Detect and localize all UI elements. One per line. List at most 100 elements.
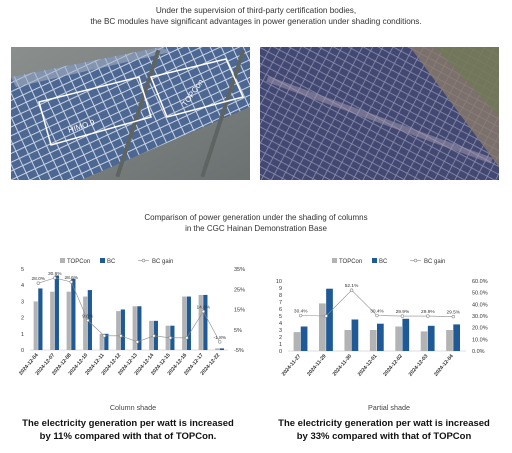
- right-chart-gain-label: 52.1%: [345, 283, 359, 289]
- right-chart-y-right-tick: 10.0%: [472, 337, 488, 343]
- right-chart-legend-label: BC: [379, 259, 388, 265]
- left-chart-gain-line: [38, 277, 221, 343]
- left-chart-bar-topcon: [99, 333, 104, 350]
- left-chart-bar-topcon: [66, 291, 71, 350]
- solar-array-photo-right: [260, 47, 499, 180]
- left-chart-bar-bc: [120, 309, 125, 350]
- left-chart-bar-bc: [87, 290, 92, 350]
- left-chart-bar-bc: [203, 294, 208, 350]
- right-chart-legend-label: TOPCon: [339, 259, 362, 265]
- left-chart-gain-point: [185, 336, 189, 340]
- left-chart-legend-swatch-bc: [100, 258, 105, 263]
- right-chart-bar-bc: [326, 288, 333, 351]
- left-chart-y-right-tick: 5%: [234, 328, 242, 334]
- right-chart-bar-topcon: [446, 330, 453, 351]
- right-chart-bar-topcon: [319, 303, 326, 351]
- left-chart-bar-topcon: [33, 301, 38, 350]
- right-chart-y-right-tick: 40.0%: [472, 302, 488, 308]
- comparison-title-line-2: in the CGC Hainan Demonstration Base: [185, 224, 327, 233]
- left-chart-y-right-tick: 25%: [234, 287, 245, 293]
- right-chart-gain-label: 29.9%: [421, 309, 435, 315]
- conclusion-right-line-1: The electricity generation per watt is i…: [278, 418, 490, 429]
- left-chart-y-left-tick: 4: [21, 283, 24, 289]
- right-chart-gain-point: [299, 313, 303, 318]
- left-chart-bar-topcon: [50, 291, 55, 350]
- left-chart-gain-point: [168, 336, 172, 340]
- left-chart-gain-point: [36, 281, 40, 285]
- right-chart-bar-topcon: [344, 330, 352, 351]
- right-chart-bar-bc: [351, 319, 359, 351]
- left-chart-y-left-tick: 5: [21, 267, 24, 273]
- left-chart-y-left-tick: 3: [21, 299, 24, 305]
- left-chart-bar-bc: [153, 320, 158, 350]
- conclusion-right-line-2: by 33% compared with that of TOPCon: [296, 431, 472, 442]
- right-chart-gain-point: [451, 314, 455, 319]
- left-chart-y-right-tick: 35%: [234, 267, 245, 273]
- right-chart-y-left-tick: 3: [279, 328, 282, 334]
- left-chart-legend-marker-gain: [141, 258, 146, 263]
- left-chart-y-right-tick: -5%: [234, 348, 244, 354]
- left-chart-bar-topcon: [116, 311, 121, 350]
- right-chart-x-tick-label: 2024-12-01: [357, 353, 379, 377]
- right-chart-gain-label: 29.9%: [396, 309, 410, 315]
- right-chart-y-right-tick: 20.0%: [472, 326, 488, 332]
- right-chart-bar-topcon: [395, 326, 403, 351]
- right-chart-y-left-tick: 8: [279, 293, 282, 299]
- left-chart-legend-swatch-topcon: [60, 258, 65, 263]
- right-chart-y-left-tick: 6: [279, 307, 282, 313]
- left-chart-y-left-tick: 2: [21, 316, 24, 322]
- left-chart-gain-label: 28.6%: [64, 275, 78, 281]
- conclusion-left-line-1: The electricity generation per watt is i…: [22, 418, 234, 429]
- right-chart-bar-topcon: [369, 330, 377, 351]
- left-chart-bar-topcon: [83, 296, 88, 350]
- left-chart-gain-point: [152, 334, 156, 338]
- left-chart-gain-point: [135, 340, 139, 344]
- right-chart-legend-label: BC gain: [424, 259, 445, 265]
- right-chart-bar-bc: [427, 325, 435, 351]
- right-chart-bar-topcon: [420, 331, 428, 351]
- right-chart-y-left-tick: 0: [279, 349, 282, 355]
- left-chart-bar-topcon: [198, 294, 203, 350]
- right-chart-y-left-tick: 7: [279, 300, 282, 306]
- left-chart-bar-topcon: [165, 325, 170, 350]
- conclusion-left-line-2: by 11% compared with that of TOPCon.: [39, 431, 217, 442]
- left-chart-gain-label: 9.6%: [82, 313, 94, 319]
- left-chart-gain-label: 14.0%: [196, 305, 210, 311]
- left-chart-bar-topcon: [215, 348, 220, 350]
- right-chart-x-tick-label: 2024-12-02: [382, 353, 404, 377]
- left-chart-gain-point: [218, 340, 222, 344]
- chart-caption-partial-shade: Partial shade: [368, 403, 410, 412]
- right-chart-gain-point: [349, 288, 354, 292]
- left-chart-gain-point: [119, 334, 123, 338]
- left-chart-y-right-tick: 15%: [234, 308, 245, 314]
- right-chart-legend-swatch-bc: [372, 258, 377, 263]
- right-chart-x-tick-label: 2024-11-30: [332, 353, 354, 377]
- chart-column-shade-svg: 012345-5%5%15%25%35%2024-12-042024-12-07…: [18, 258, 245, 377]
- right-chart-y-right-tick: 30.0%: [472, 314, 488, 320]
- left-chart-bar-bc: [71, 278, 76, 350]
- left-chart-bar-topcon: [149, 320, 154, 350]
- right-chart-gain-label: 30.4%: [370, 309, 384, 315]
- chart-column-shade: 0 1 2 3 4 5 -5% 5% 15% 25% 35% 2024-12-04 2024-12-07…: [8, 253, 258, 398]
- right-chart-bar-bc: [300, 326, 308, 351]
- right-chart-y-left-tick: 10: [276, 279, 282, 285]
- left-chart-gain-label: -1.8%: [213, 335, 226, 341]
- right-chart-x-tick-label: 2024-11-29: [306, 353, 328, 377]
- left-chart-gain-point: [102, 334, 106, 338]
- left-chart-bar-bc: [219, 348, 224, 350]
- left-chart-bar-topcon: [132, 306, 137, 350]
- left-chart-bar-bc: [186, 296, 191, 350]
- right-chart-y-left-tick: 2: [279, 335, 282, 341]
- right-chart-gain-label: 29.5%: [446, 310, 460, 316]
- right-chart-gain-point: [426, 314, 430, 318]
- left-chart-bar-bc: [54, 275, 59, 350]
- left-chart-legend-label: BC gain: [152, 259, 173, 265]
- comparison-title-line-1: Comparison of power generation under the…: [144, 213, 368, 222]
- left-chart-legend-label: TOPCon: [67, 259, 90, 265]
- right-chart-y-left-tick: 9: [279, 286, 282, 292]
- left-chart-bar-topcon: [182, 296, 187, 350]
- right-chart-y-left-tick: 4: [279, 321, 282, 327]
- header-line-1: Under the supervision of third-party cer…: [155, 6, 357, 15]
- left-chart-legend-label: BC: [107, 259, 116, 265]
